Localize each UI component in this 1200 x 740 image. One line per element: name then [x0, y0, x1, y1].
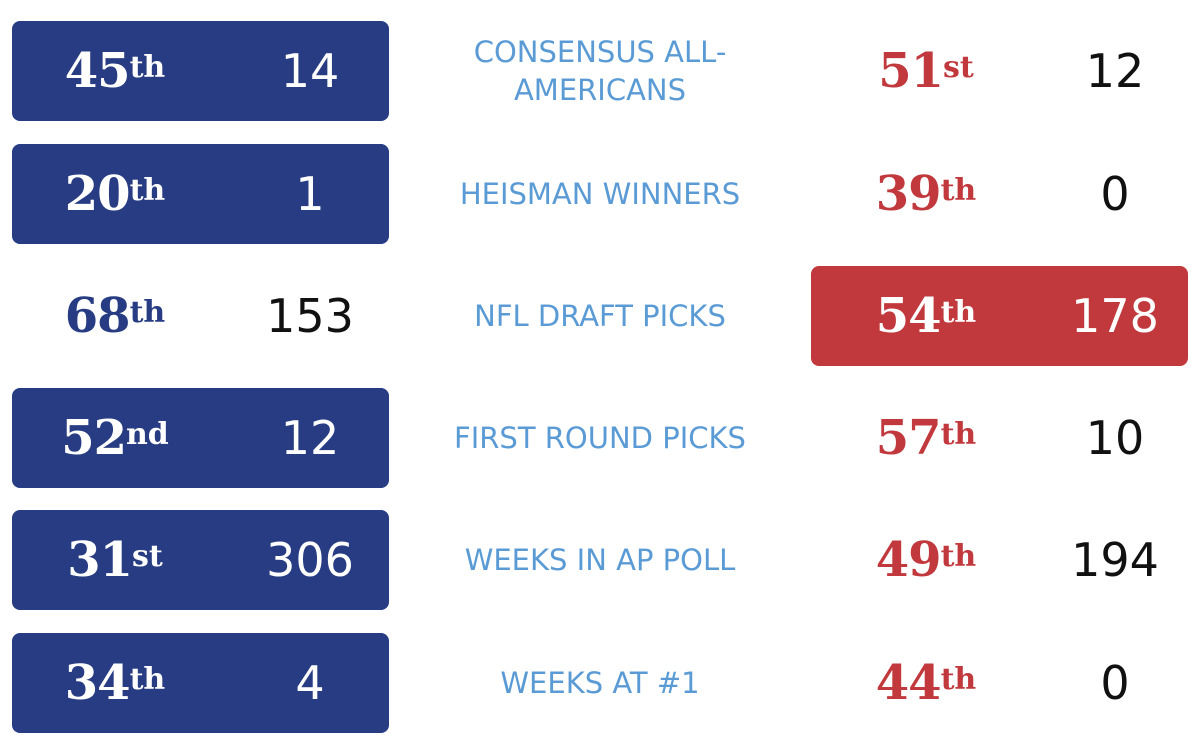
right-value: 194 — [1071, 533, 1159, 587]
left-rank: 31st — [67, 532, 163, 588]
stat-row-consensus-all-americans: 45th 14 CONSENSUS ALL-AMERICANS 51st 12 — [0, 21, 1200, 121]
left-rank: 45th — [64, 43, 166, 99]
stat-label: NFL DRAFT PICKS — [474, 299, 726, 333]
right-value: 0 — [1100, 656, 1130, 710]
left-highlight-box — [12, 510, 389, 610]
left-rank: 34th — [64, 655, 166, 711]
rank-suffix: th — [129, 662, 166, 697]
stat-row-weeks-at-number-one: 34th 4 WEEKS AT #1 44th 0 — [0, 633, 1200, 733]
rank-suffix: th — [940, 662, 977, 697]
right-rank: 49th — [875, 532, 977, 588]
rank-suffix: th — [940, 539, 977, 574]
left-highlight-box — [12, 21, 389, 121]
stat-row-heisman-winners: 20th 1 HEISMAN WINNERS 39th 0 — [0, 144, 1200, 244]
left-rank: 52nd — [61, 410, 169, 466]
right-rank: 57th — [875, 410, 977, 466]
right-value: 178 — [1071, 289, 1159, 343]
left-value: 1 — [295, 167, 325, 221]
rank-suffix: st — [132, 539, 163, 574]
stat-label: WEEKS AT #1 — [500, 666, 700, 700]
left-value: 306 — [266, 533, 354, 587]
left-highlight-box — [12, 633, 389, 733]
left-value: 14 — [280, 44, 340, 98]
stat-label: CONSENSUS ALL-AMERICANS — [473, 35, 727, 107]
left-highlight-box — [12, 144, 389, 244]
right-rank: 39th — [875, 166, 977, 222]
right-value: 12 — [1085, 44, 1145, 98]
rank-suffix: st — [943, 50, 974, 85]
left-rank: 68th — [64, 288, 166, 344]
rank-suffix: th — [129, 50, 166, 85]
rank-suffix: th — [129, 295, 166, 330]
right-rank: 44th — [875, 655, 977, 711]
stat-row-weeks-in-ap-poll: 31st 306 WEEKS IN AP POLL 49th 194 — [0, 510, 1200, 610]
right-value: 0 — [1100, 167, 1130, 221]
rank-suffix: th — [940, 417, 977, 452]
left-value: 12 — [280, 411, 340, 465]
rank-suffix: th — [129, 173, 166, 208]
stat-label: WEEKS IN AP POLL — [464, 543, 736, 577]
rank-suffix: th — [940, 295, 977, 330]
stat-row-nfl-draft-picks: 68th 153 NFL DRAFT PICKS 54th 178 — [0, 266, 1200, 366]
rank-suffix: nd — [126, 417, 169, 452]
right-rank: 51st — [878, 43, 974, 99]
left-value: 4 — [295, 656, 325, 710]
rank-suffix: th — [940, 173, 977, 208]
stat-label: HEISMAN WINNERS — [459, 177, 741, 211]
left-value: 153 — [266, 289, 354, 343]
stat-row-first-round-picks: 52nd 12 FIRST ROUND PICKS 57th 10 — [0, 388, 1200, 488]
right-rank: 54th — [875, 288, 977, 344]
left-rank: 20th — [64, 166, 166, 222]
right-value: 10 — [1085, 411, 1145, 465]
left-highlight-box — [12, 388, 389, 488]
stat-label: FIRST ROUND PICKS — [454, 421, 746, 455]
right-highlight-box — [811, 266, 1188, 366]
